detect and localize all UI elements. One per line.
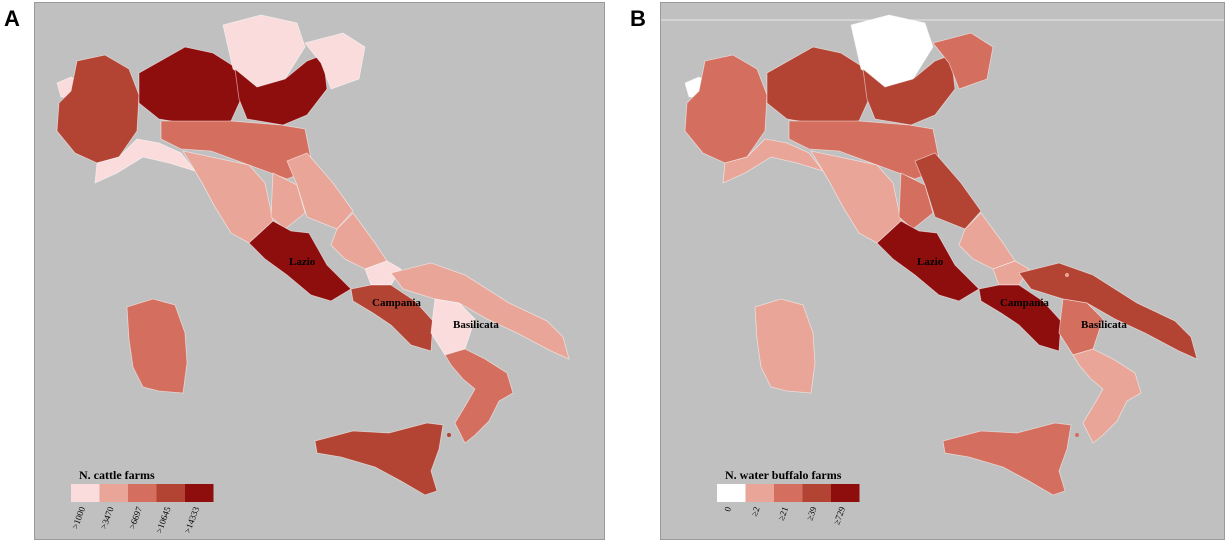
region-label-lazio: Lazio [289, 256, 316, 268]
region-sardegna [126, 298, 188, 394]
panel-b-letter: B [630, 6, 646, 31]
panel-b-map: Lazio Campania Basilicata N. water buffalo … [660, 2, 1225, 540]
region-calabria [444, 348, 514, 444]
region-piemonte [56, 54, 140, 164]
region-sardegna [754, 298, 816, 394]
legend: N. cattle farms >1000 >3470 >6697 >10645 >143… [70, 468, 214, 535]
legend-swatch [717, 484, 746, 502]
island-mark [1065, 273, 1069, 277]
region-sicilia [942, 422, 1072, 496]
region-friuli-venezia-giulia [932, 32, 994, 90]
legend-tick-label: >3470 [98, 505, 115, 531]
region-label-campania: Campania [1000, 297, 1049, 309]
legend-tick-label: ≥21 [776, 505, 790, 522]
region-lombardia [138, 46, 242, 126]
legend-swatch [128, 484, 157, 502]
legend-tick-label: ≥729 [831, 505, 847, 526]
island-mark [887, 189, 891, 193]
legend-swatch [99, 484, 128, 502]
legend-swatch [185, 484, 214, 502]
region-marche [286, 152, 354, 230]
region-label-campania: Campania [372, 297, 421, 309]
island-mark [1075, 433, 1079, 437]
region-label-basilicata: Basilicata [1081, 319, 1127, 331]
legend-tick-label: >6697 [127, 505, 144, 531]
region-piemonte [684, 54, 768, 164]
region-friuli-venezia-giulia [304, 32, 366, 90]
legend-swatch [71, 484, 100, 502]
legend-tick-label: >14333 [182, 505, 201, 535]
panel-a-map: Lazio Campania Basilicata N. cattle farms >1… [34, 2, 605, 540]
legend-title: N. cattle farms [79, 468, 155, 482]
island-mark [980, 452, 986, 458]
legend-tick-label: ≥39 [804, 505, 818, 522]
region-emilia-romagna [160, 120, 314, 180]
region-sicilia [314, 422, 444, 496]
legend-tick-label: ≥2 [749, 505, 762, 517]
region-calabria [1072, 348, 1142, 444]
region-emilia-romagna [788, 120, 942, 180]
region-veneto [862, 54, 956, 126]
region-lombardia [766, 46, 870, 126]
legend: N. water buffalo farms 0 ≥2 ≥21 ≥39 ≥729 [717, 468, 860, 526]
region-umbria [898, 172, 934, 230]
region-marche [914, 152, 982, 230]
region-umbria [270, 172, 306, 230]
island-mark [437, 273, 441, 277]
region-label-basilicata: Basilicata [453, 319, 499, 331]
region-campania [978, 284, 1062, 352]
island-mark [447, 433, 451, 437]
water-buffalo-farms-map: Lazio Campania Basilicata N. water buffalo … [661, 14, 1224, 526]
region-campania [350, 284, 434, 352]
legend-swatch [774, 484, 803, 502]
legend-title: N. water buffalo farms [725, 468, 842, 482]
region-veneto [234, 54, 328, 126]
regions-group: Lazio Campania Basilicata [56, 14, 570, 496]
island-mark [352, 452, 358, 458]
legend-swatch [802, 484, 831, 502]
legend-swatch [156, 484, 185, 502]
legend-tick-label: 0 [722, 505, 733, 513]
cattle-farms-map: Lazio Campania Basilicata N. cattle farms >1… [56, 14, 570, 535]
regions-group: Lazio Campania Basilicata [684, 14, 1198, 496]
region-label-lazio: Lazio [917, 256, 944, 268]
legend-tick-label: >10645 [154, 505, 173, 535]
legend-tick-label: >1000 [70, 505, 87, 531]
legend-swatch [745, 484, 774, 502]
legend-swatch [831, 484, 860, 502]
island-mark [259, 189, 263, 193]
panel-a-letter: A [4, 6, 20, 31]
